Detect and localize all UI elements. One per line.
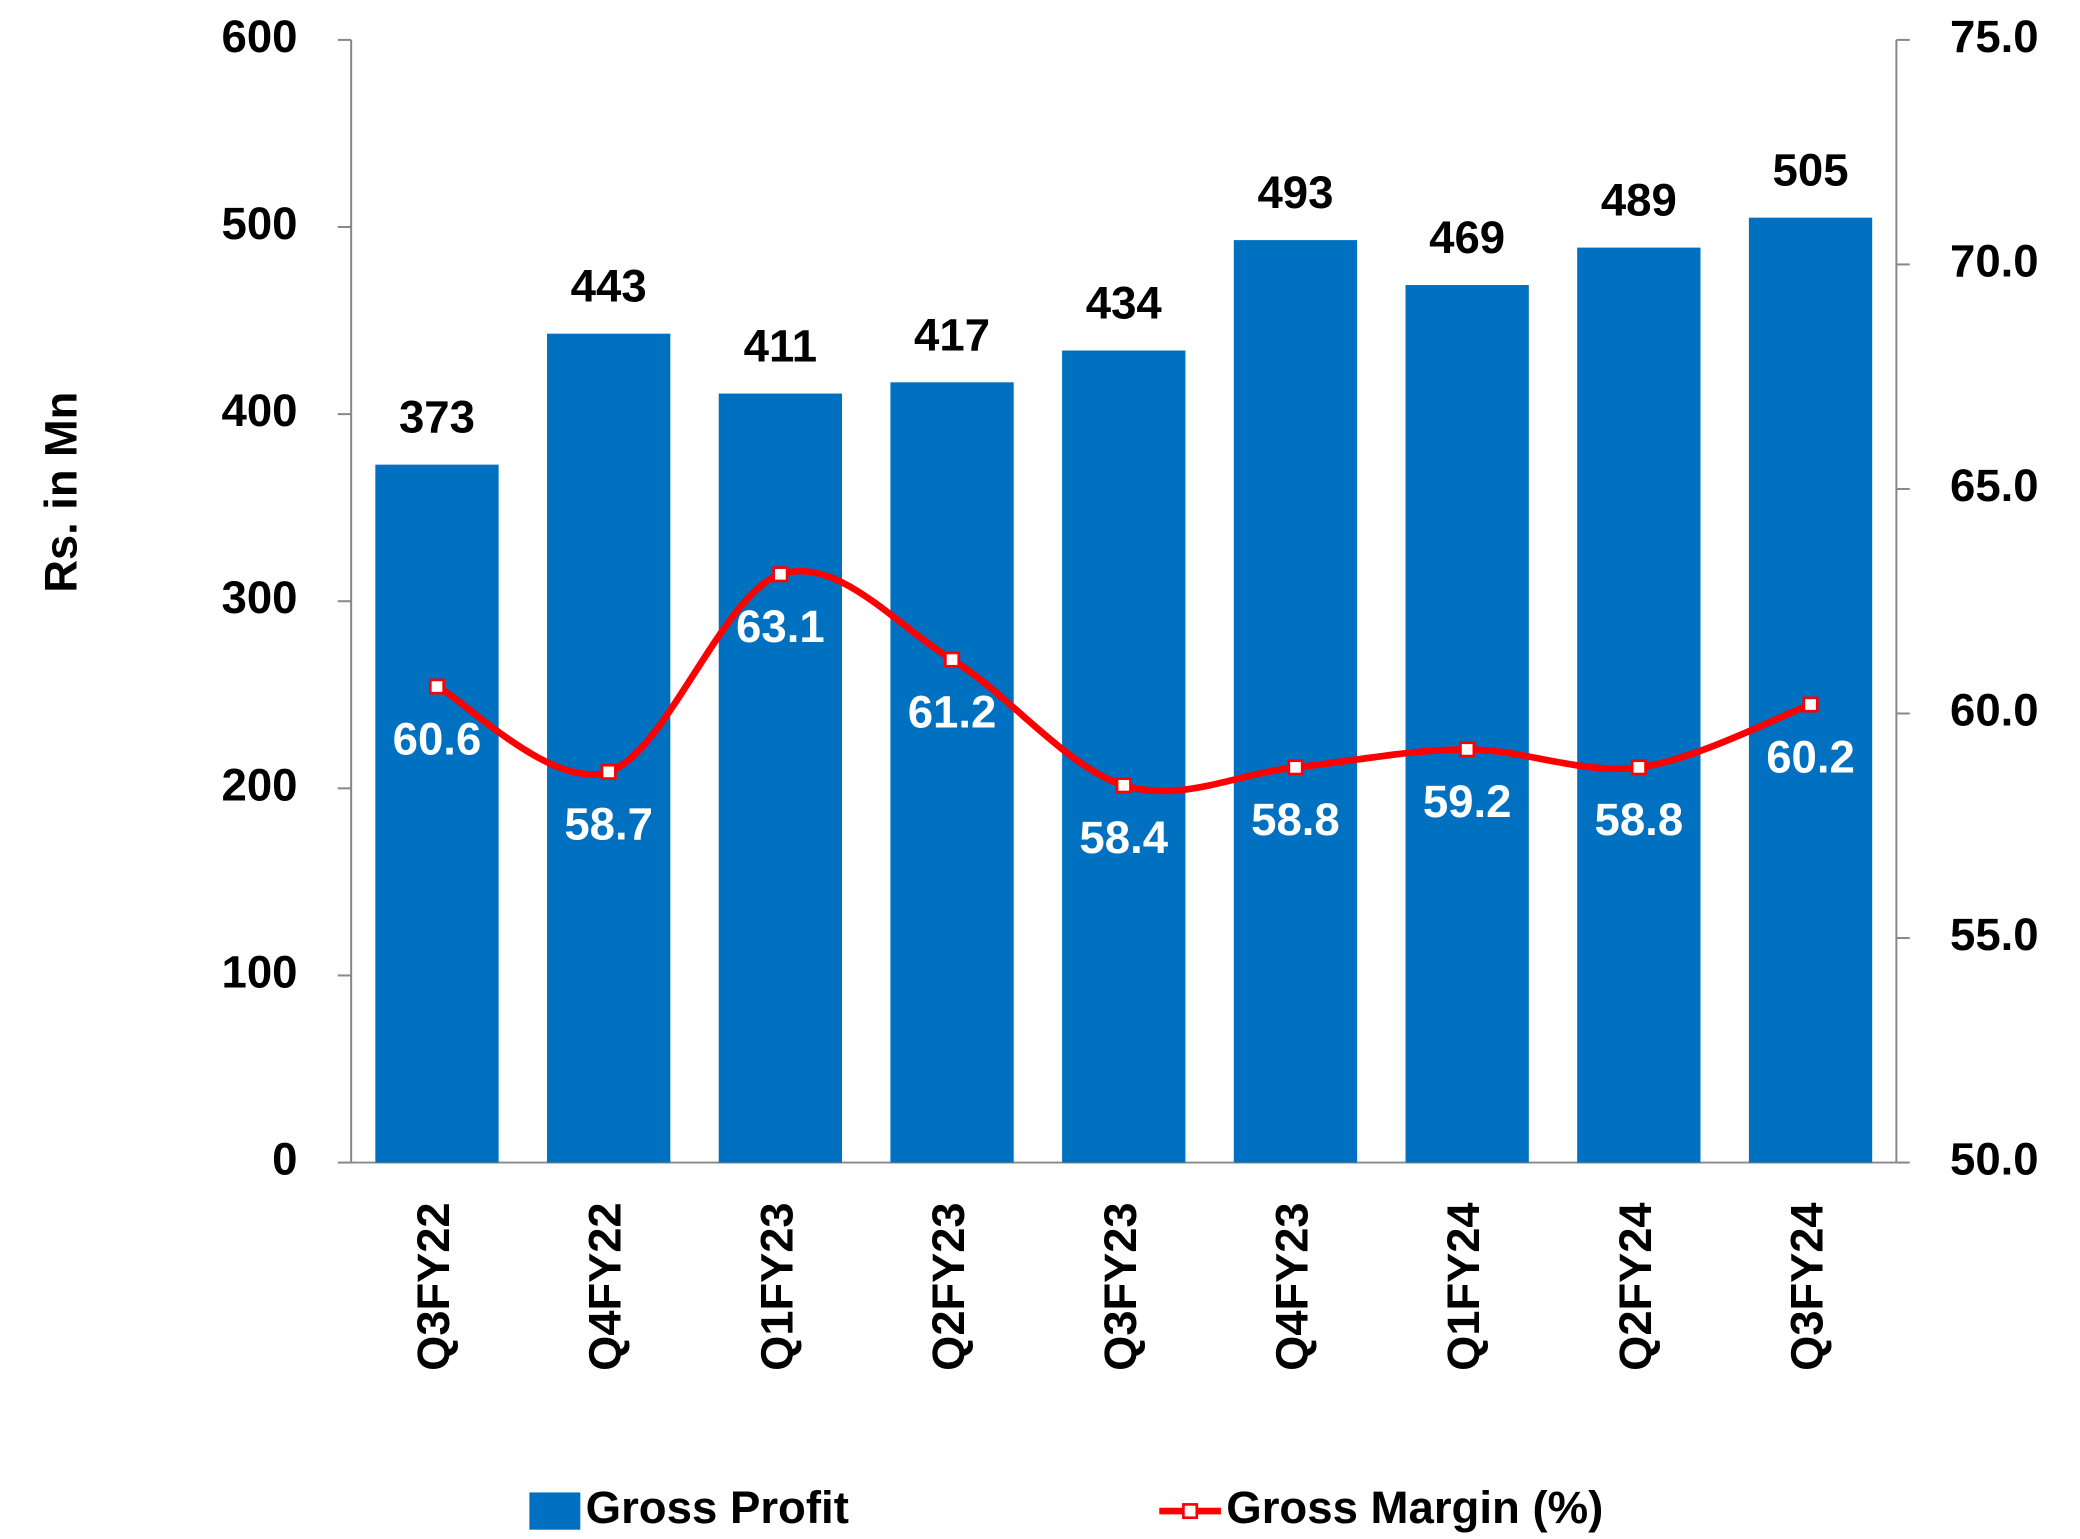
bar (1577, 247, 1701, 1163)
line-value-label: 59.2 (1423, 776, 1512, 827)
bar-value-label: 373 (399, 392, 475, 443)
y-tick-label: 200 (222, 759, 298, 810)
line-value-label: 61.2 (908, 687, 997, 738)
line-marker (1115, 777, 1132, 794)
line-marker (1287, 759, 1304, 776)
line-value-label: 58.7 (564, 799, 653, 850)
x-tick-label: Q2FY24 (1610, 1202, 1661, 1370)
y-tick-label: 500 (222, 198, 298, 249)
y-axis-title: Rs. in Mn (35, 392, 86, 593)
line-value-label: 60.2 (1766, 731, 1855, 782)
line-value-label: 58.8 (1595, 794, 1684, 845)
y-tick-label: 600 (222, 11, 298, 62)
y2-tick-label: 65.0 (1950, 460, 2039, 511)
line (435, 567, 1812, 795)
y2-tick-label: 70.0 (1950, 236, 2039, 287)
bar (1748, 217, 1873, 1163)
line-marker (1630, 759, 1647, 776)
line-marker (1802, 696, 1819, 713)
bar (718, 393, 843, 1163)
x-tick-label: Q1FY24 (1438, 1202, 1489, 1370)
x-tick-label: Q4FY22 (580, 1202, 631, 1370)
x-tick-label: Q4FY23 (1266, 1202, 1317, 1370)
bar (547, 333, 671, 1163)
bar (890, 382, 1014, 1163)
bar-value-label: 443 (571, 261, 647, 312)
legend-label: Gross Profit (586, 1482, 849, 1533)
bar (1062, 350, 1186, 1163)
line-marker (772, 566, 789, 583)
x-tick-label: Q3FY24 (1781, 1202, 1832, 1370)
line-marker (944, 651, 961, 668)
legend-swatch-marker (1182, 1503, 1199, 1520)
x-tick-label: Q1FY23 (751, 1202, 802, 1370)
bar-value-label: 489 (1601, 175, 1677, 226)
bar-value-label: 411 (744, 321, 817, 372)
y-tick-label: 400 (222, 385, 298, 436)
legend-swatch (529, 1492, 581, 1530)
bar (1405, 285, 1529, 1163)
legend-label: Gross Margin (%) (1226, 1482, 1603, 1533)
line-marker (600, 763, 617, 780)
bar-value-label: 505 (1773, 145, 1849, 196)
bar (375, 464, 499, 1163)
y-tick-label: 300 (222, 572, 298, 623)
line-value-label: 58.8 (1251, 794, 1340, 845)
bar-value-label: 434 (1086, 278, 1162, 329)
x-tick-label: Q3FY22 (408, 1202, 459, 1370)
bar-value-label: 469 (1429, 212, 1505, 263)
bar-value-label: 417 (914, 310, 990, 361)
y2-tick-label: 75.0 (1950, 11, 2039, 62)
line-marker (428, 678, 446, 695)
line-value-label: 60.6 (393, 714, 482, 765)
bar (1233, 240, 1358, 1163)
y2-tick-label: 50.0 (1950, 1134, 2039, 1185)
line-marker (1459, 741, 1476, 758)
bar-value-label: 493 (1257, 167, 1333, 218)
x-tick-label: Q2FY23 (923, 1202, 974, 1370)
x-tick-label: Q3FY23 (1095, 1202, 1146, 1370)
y2-tick-label: 55.0 (1950, 909, 2039, 960)
line-value-label: 63.1 (736, 601, 825, 652)
line-value-label: 58.4 (1079, 812, 1168, 863)
y-tick-label: 100 (222, 947, 298, 998)
y-tick-label: 0 (272, 1134, 297, 1185)
y2-tick-label: 60.0 (1950, 685, 2039, 736)
